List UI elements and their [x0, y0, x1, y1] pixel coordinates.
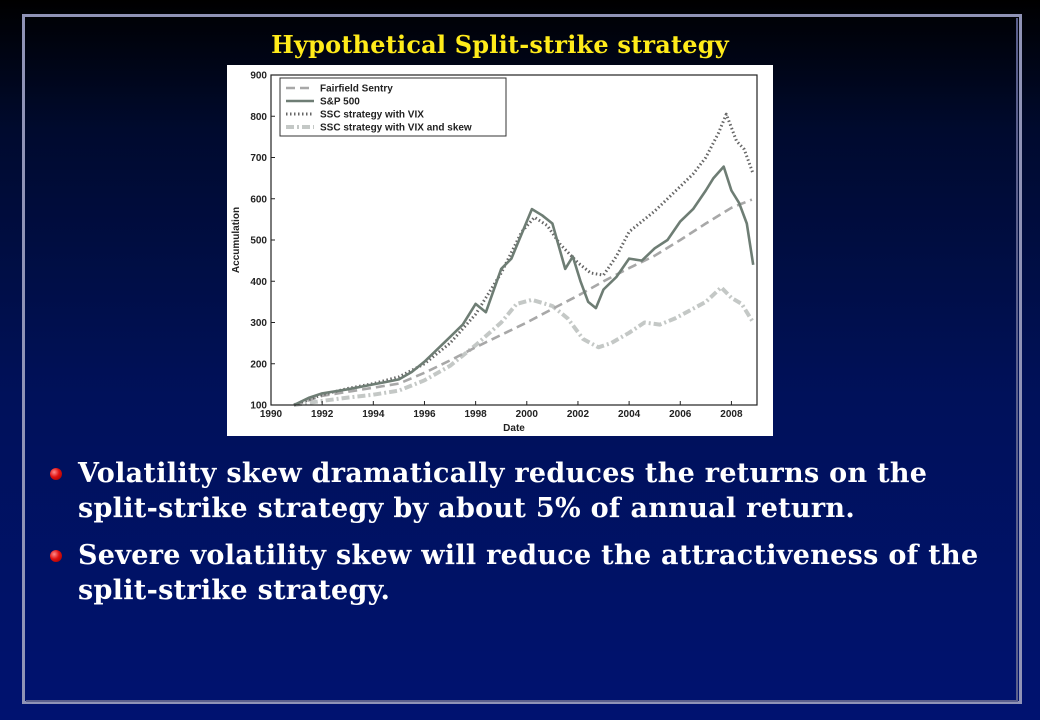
- legend-box: [279, 77, 507, 137]
- bullet-dot-icon: [50, 550, 62, 562]
- y-tick-label: 100: [250, 401, 267, 412]
- series-line-ssc-strategy-with-vix-and-skew: [293, 285, 755, 407]
- y-tick-label: 800: [250, 112, 267, 123]
- chart-panel: 1990 1992 1994 1996 1998 2000 2002 2004 2006 2008…: [227, 65, 773, 436]
- x-tick-label: 2004: [618, 409, 641, 420]
- bullet-item: Volatility skew dramatically reduces the…: [48, 456, 1008, 526]
- legend: Fairfield Sentry S&P 500 SSC strategy with…: [279, 77, 507, 137]
- slide-frame-shadow: [26, 18, 1018, 702]
- y-tick-label: 200: [250, 359, 267, 370]
- legend-label: Fairfield Sentry: [320, 84, 393, 95]
- legend-label: S&P 500: [320, 97, 360, 108]
- legend-label: SSC strategy with VIX and skew: [320, 123, 472, 134]
- x-tick-label: 2000: [516, 409, 539, 420]
- slide-title: Hypothetical Split-strike strategy: [271, 30, 729, 59]
- x-tick-label: 1990: [260, 409, 283, 420]
- x-tick-label: 2008: [720, 409, 743, 420]
- bullet-text: Volatility skew dramatically reduces the…: [78, 458, 928, 524]
- y-tick-label: 900: [250, 71, 267, 82]
- bullet-item: Severe volatility skew will reduce the a…: [48, 538, 1008, 608]
- bullet-dot-icon: [50, 468, 62, 480]
- series-line-s-p-500: [293, 165, 755, 407]
- x-tick-label: 1992: [311, 409, 334, 420]
- x-tick-label: 2002: [567, 409, 590, 420]
- y-tick-label: 700: [250, 153, 267, 164]
- y-tick-label: 600: [250, 194, 267, 205]
- accumulation-line-chart: 1990 1992 1994 1996 1998 2000 2002 2004 2006 2008…: [231, 71, 758, 434]
- bullet-text: Severe volatility skew will reduce the a…: [78, 540, 979, 606]
- y-tick-label: 400: [250, 277, 267, 288]
- x-tick-label: 1998: [465, 409, 488, 420]
- x-tick-label: 1994: [362, 409, 385, 420]
- x-tick-label: 2006: [669, 409, 692, 420]
- y-tick-label: 500: [250, 236, 267, 247]
- y-axis-label: Accumulation: [231, 207, 242, 273]
- x-axis-label: Date: [503, 423, 525, 434]
- series-line-ssc-strategy-with-vix: [293, 112, 755, 407]
- legend-label: SSC strategy with VIX: [320, 110, 424, 121]
- bullet-list: Volatility skew dramatically reduces the…: [48, 456, 1008, 620]
- slide-frame: [22, 14, 1022, 704]
- y-tick-label: 300: [250, 318, 267, 329]
- x-tick-label: 1996: [413, 409, 436, 420]
- series-line-fairfield-sentry: [293, 198, 753, 407]
- series-layer: [293, 112, 755, 407]
- ticks-layer: 1990 1992 1994 1996 1998 2000 2002 2004 2006 2008…: [250, 71, 743, 421]
